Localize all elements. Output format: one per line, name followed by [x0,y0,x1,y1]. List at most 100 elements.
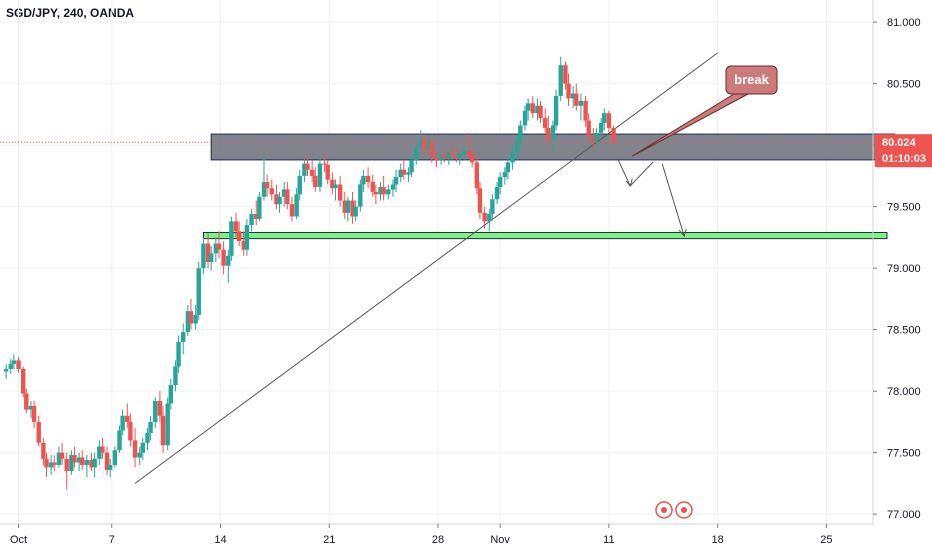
candle [59,442,65,465]
candle-body [236,231,242,242]
candle [330,172,335,195]
annotation-zones [202,133,896,240]
candle-body [16,360,21,370]
candle-body [313,175,318,187]
candle [165,397,170,451]
candle [345,196,351,222]
candle-body [181,332,186,342]
candle-body [482,212,487,222]
candle-body [594,132,599,141]
y-tick-label: 78.500 [887,325,921,337]
candle-body [269,188,274,195]
candle-body [317,163,323,187]
candle-body [297,175,302,195]
candle-body [386,189,391,195]
x-tick-label: 25 [820,534,832,546]
candle [44,452,49,478]
candle [325,159,330,185]
candle-body [41,442,46,459]
candle [594,127,599,148]
candle-body [365,175,371,183]
candle [254,200,259,226]
candle [132,428,138,468]
candle [69,450,74,475]
candle [196,262,201,320]
candle [305,154,310,176]
candle [274,184,279,210]
candle-body [20,369,26,394]
y-tick-label: 77.000 [887,509,921,521]
candle-body [538,105,543,119]
candle [107,458,113,478]
candle-body [294,194,299,217]
candle [31,400,37,429]
candle [281,182,287,207]
candle [361,169,366,192]
candle [482,206,487,229]
candle [120,409,125,436]
candle [370,174,375,197]
candle-body [398,169,403,178]
candle [188,298,194,330]
callout-label: break [734,72,769,87]
trendline-line [134,52,718,484]
candle-body [418,138,424,148]
current-price-label: 80.024 [882,137,917,149]
candle [313,167,318,192]
candle-body [606,113,612,128]
candle-body [241,241,247,250]
candle [454,147,459,163]
candle-body [469,154,475,163]
candle [546,115,551,146]
time-axis[interactable]: Oct 7 14 21 28 Nov 11 18 25 [0,523,873,546]
y-tick-label: 81.000 [887,17,921,29]
candle [414,142,419,165]
candle [236,221,242,247]
y-tick-label: 78.000 [887,386,921,398]
candle-body [378,186,383,195]
candle-body [285,189,290,205]
candle-body [322,163,327,165]
candle [442,147,447,163]
candle [48,455,54,475]
candle [229,216,234,261]
candle [381,175,386,201]
candle [185,305,191,336]
candle-body [249,214,254,226]
current-price-badge [875,134,932,168]
candle-body [125,415,130,422]
candle-body [274,194,279,205]
candle [446,150,452,165]
candle [386,184,391,200]
candle [525,98,531,121]
support-zone [202,231,888,240]
candle [11,354,17,370]
candle [378,182,383,201]
candle-body [598,123,604,133]
candle [56,446,62,468]
candle [586,113,591,143]
event-marker-icon [675,501,693,519]
candle-body [546,127,551,141]
candle [530,95,535,119]
candle [550,120,556,153]
candle [176,335,181,373]
candle-body [570,93,576,99]
candle [333,179,338,201]
candle [426,135,431,158]
y-tick-label: 80.500 [887,79,921,91]
candle-body [261,182,267,197]
candle [558,56,563,101]
candle [406,167,411,183]
candle [140,437,146,461]
candle [16,356,21,373]
candle [322,154,327,173]
candle-body [337,184,343,201]
candle-body [97,446,102,459]
candle-body [221,249,226,266]
candle-body [578,100,584,106]
price-axis[interactable]: 81.00080.50080.00079.50079.00078.50078.0… [872,0,932,524]
candle-body [64,458,69,472]
x-tick-label: 11 [603,534,614,546]
